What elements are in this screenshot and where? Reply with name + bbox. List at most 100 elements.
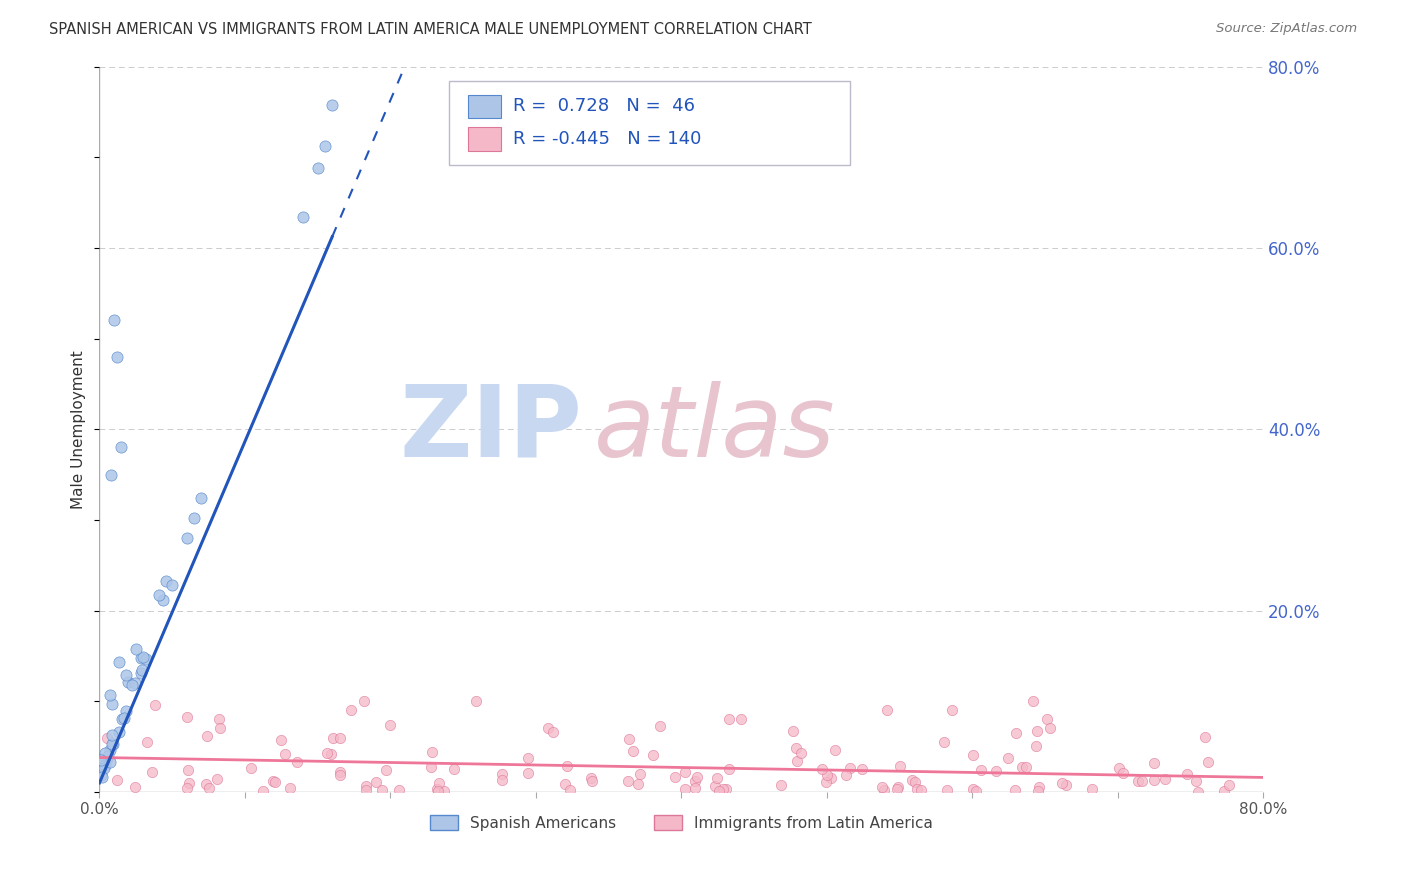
Point bbox=[1022, 694, 1045, 708]
Point bbox=[491, 773, 513, 788]
Point bbox=[1197, 755, 1219, 769]
Point bbox=[353, 694, 375, 708]
Point bbox=[371, 782, 394, 797]
Point bbox=[683, 774, 706, 789]
Point bbox=[443, 762, 465, 776]
Point bbox=[316, 746, 339, 760]
Point bbox=[876, 703, 898, 717]
Point bbox=[730, 713, 752, 727]
Point bbox=[105, 350, 128, 364]
Point bbox=[617, 732, 640, 747]
Point bbox=[934, 735, 956, 749]
Point bbox=[319, 747, 342, 762]
Point bbox=[262, 774, 284, 789]
Point bbox=[101, 737, 124, 751]
Point bbox=[541, 725, 564, 739]
Point bbox=[112, 711, 135, 725]
Point bbox=[579, 771, 602, 785]
Point bbox=[785, 740, 807, 755]
Point bbox=[124, 641, 146, 656]
Point bbox=[935, 783, 957, 797]
Point bbox=[176, 780, 198, 795]
Point bbox=[131, 666, 153, 681]
Point bbox=[117, 674, 139, 689]
Point bbox=[1039, 722, 1062, 736]
Point bbox=[98, 756, 121, 770]
Point bbox=[560, 782, 582, 797]
Point bbox=[100, 689, 122, 703]
Point bbox=[1014, 760, 1036, 774]
Point bbox=[90, 752, 112, 766]
Point bbox=[285, 755, 308, 769]
Point bbox=[209, 722, 232, 736]
Point bbox=[628, 767, 651, 781]
Point bbox=[329, 731, 352, 745]
Point bbox=[872, 783, 894, 797]
Point bbox=[554, 777, 576, 791]
FancyBboxPatch shape bbox=[449, 81, 851, 164]
Point bbox=[621, 744, 644, 758]
Point bbox=[278, 780, 301, 795]
Point bbox=[160, 577, 183, 591]
Point bbox=[105, 772, 128, 787]
Point bbox=[1112, 766, 1135, 780]
Point bbox=[820, 771, 842, 785]
Point bbox=[650, 719, 672, 733]
Point bbox=[111, 712, 134, 726]
Point bbox=[838, 761, 860, 775]
Point bbox=[962, 747, 984, 762]
Bar bbox=[468, 128, 501, 151]
Point bbox=[718, 713, 741, 727]
Point bbox=[714, 781, 737, 796]
Point bbox=[176, 763, 198, 777]
Point bbox=[1005, 726, 1028, 740]
Point bbox=[965, 783, 987, 797]
Point bbox=[93, 761, 115, 775]
Point bbox=[427, 776, 450, 790]
Point bbox=[143, 698, 166, 712]
Point bbox=[340, 703, 363, 717]
Point bbox=[516, 766, 538, 780]
Point bbox=[135, 735, 157, 749]
Text: ZIP: ZIP bbox=[399, 381, 582, 478]
Point bbox=[100, 698, 122, 712]
Point bbox=[537, 722, 560, 736]
Point bbox=[464, 694, 486, 708]
Point bbox=[706, 772, 728, 786]
Point bbox=[616, 774, 638, 789]
Point bbox=[1154, 772, 1177, 787]
Point bbox=[886, 780, 908, 794]
Y-axis label: Male Unemployment: Male Unemployment bbox=[72, 350, 86, 508]
Point bbox=[1187, 785, 1209, 799]
Point bbox=[205, 772, 228, 787]
Point bbox=[364, 775, 387, 789]
Point bbox=[420, 760, 443, 774]
Point bbox=[905, 782, 928, 797]
Point bbox=[135, 651, 157, 665]
Point bbox=[356, 783, 378, 797]
Point bbox=[103, 313, 125, 327]
Point bbox=[115, 668, 138, 682]
Point bbox=[101, 728, 124, 742]
Point bbox=[98, 743, 121, 757]
Point bbox=[321, 731, 343, 745]
Point bbox=[176, 709, 198, 723]
Point bbox=[329, 767, 352, 781]
Point bbox=[1128, 773, 1150, 788]
Point bbox=[155, 574, 177, 588]
Text: atlas: atlas bbox=[595, 381, 835, 478]
Point bbox=[886, 782, 908, 797]
Point bbox=[851, 762, 873, 776]
Point bbox=[1130, 773, 1153, 788]
Point bbox=[683, 780, 706, 795]
Point bbox=[1054, 778, 1077, 792]
Point bbox=[686, 770, 709, 784]
Point bbox=[969, 763, 991, 777]
Point bbox=[870, 780, 893, 794]
Point bbox=[1081, 781, 1104, 796]
Point bbox=[717, 762, 740, 776]
Point bbox=[709, 784, 731, 798]
Point bbox=[1142, 773, 1164, 788]
Point bbox=[581, 774, 603, 789]
Point bbox=[627, 777, 650, 791]
